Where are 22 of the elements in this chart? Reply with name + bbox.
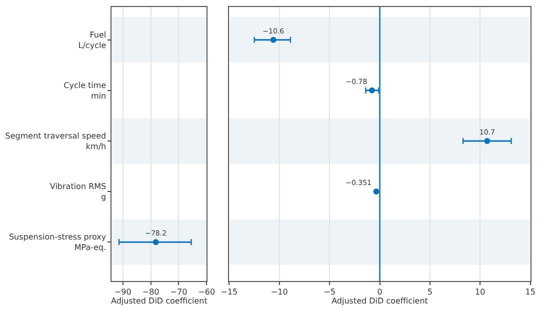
x-tick-label: −70 <box>170 288 188 297</box>
point <box>373 188 380 195</box>
point <box>270 36 276 43</box>
x-tick-label: 5 <box>427 288 432 297</box>
y-tick-label: Cycle time min <box>64 81 106 100</box>
y-tick-label: Suspension-stress proxy MPa-eq. <box>8 232 106 252</box>
x-tick-label: −90 <box>114 288 132 297</box>
point <box>484 138 490 144</box>
x-tick-label: −80 <box>142 288 160 297</box>
x-tick-label: −60 <box>198 288 216 297</box>
x-axis-title: Adjusted DiD coefficient <box>111 296 208 306</box>
x-tick-label: 15 <box>525 288 536 297</box>
y-tick-label: Segment traversal speed km/h <box>5 132 106 151</box>
x-tick-label: −10 <box>270 288 288 297</box>
x-tick-label: 10 <box>475 288 486 297</box>
x-tick-label: 0 <box>377 288 382 297</box>
y-tick-label: Vibration RMS g <box>50 182 106 202</box>
x-tick-label: −5 <box>324 288 336 297</box>
point <box>368 87 375 94</box>
x-axis-title: Adjusted DiD coefficient <box>332 296 428 306</box>
y-tick-label: Fuel L/cycle <box>78 30 106 50</box>
x-tick-label: −15 <box>220 288 238 297</box>
